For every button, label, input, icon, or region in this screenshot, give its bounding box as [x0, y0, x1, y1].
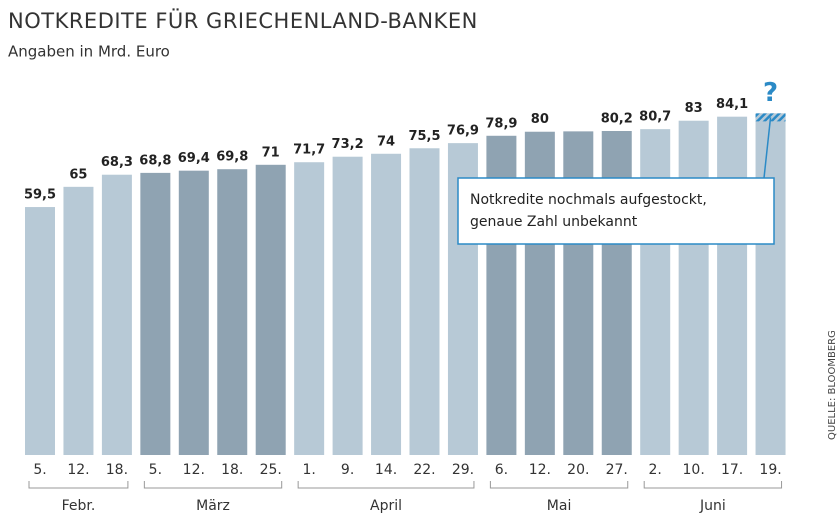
group-label: Juni: [699, 498, 726, 514]
annotation: Notkredite nochmals aufgestockt,: [470, 192, 707, 208]
annotation-box: [457, 177, 775, 245]
value-label: 73,2: [332, 137, 364, 152]
value-label: 71: [262, 145, 280, 160]
bar: [332, 156, 363, 455]
value-label: 59,5: [24, 188, 56, 203]
chart-title: NOTKREDITE FÜR GRIECHENLAND-BANKEN: [8, 8, 478, 33]
x-tick-label: 29.: [452, 462, 474, 478]
value-label: 76,9: [447, 124, 479, 139]
x-tick-label: 12.: [183, 462, 205, 478]
bar: [217, 169, 248, 455]
x-tick-label: 9.: [341, 462, 354, 478]
x-tick-label: 25.: [260, 462, 282, 478]
group-label: Febr.: [62, 498, 96, 514]
value-label: 69,4: [178, 151, 210, 166]
x-tick-label: 19.: [759, 462, 781, 478]
group-label: Mai: [547, 498, 572, 514]
annotation: genaue Zahl unbekannt: [470, 214, 638, 230]
bar: [140, 172, 171, 455]
x-tick-label: 22.: [413, 462, 435, 478]
value-label: 80,7: [639, 110, 671, 125]
x-tick-label: 12.: [529, 462, 551, 478]
group-bracket: [297, 481, 475, 489]
value-label: 84,1: [716, 97, 748, 112]
x-tick-label: 18.: [221, 462, 243, 478]
bar: [101, 174, 132, 455]
value-label: 65: [69, 167, 87, 182]
bar: [371, 153, 402, 455]
bar: [755, 113, 786, 456]
x-tick-label: 10.: [683, 462, 705, 478]
value-label: 69,8: [216, 150, 248, 165]
group-bracket: [489, 481, 629, 489]
value-label: 83: [685, 101, 703, 116]
x-tick-label: 18.: [106, 462, 128, 478]
group-label: März: [196, 498, 230, 514]
x-tick-label: 27.: [606, 462, 628, 478]
value-label: 80,2: [601, 112, 633, 127]
value-label: 74: [377, 134, 395, 149]
value-label: 75,5: [408, 129, 440, 144]
x-tick-label: 6.: [495, 462, 508, 478]
group-bracket: [643, 481, 783, 489]
bar: [717, 116, 748, 456]
source: QUELLE: BLOOMBERG: [827, 330, 838, 440]
group-bracket: [28, 481, 129, 489]
group-bracket: [143, 481, 283, 489]
x-tick-label: 5.: [33, 462, 46, 478]
x-tick-label: 20.: [567, 462, 589, 478]
value-label: 78,9: [485, 116, 517, 131]
bar: [178, 170, 209, 455]
x-tick-label: 12.: [67, 462, 89, 478]
bar: [63, 186, 94, 455]
x-tick-label: 1.: [302, 462, 315, 478]
value-label: 68,8: [139, 153, 171, 168]
x-tick-label: 17.: [721, 462, 743, 478]
x-tick-label: 14.: [375, 462, 397, 478]
x-tick-label: 5.: [149, 462, 162, 478]
chart-subtitle: Angaben in Mrd. Euro: [8, 43, 170, 61]
bar: [255, 164, 286, 456]
bar: [294, 162, 325, 455]
x-tick-label: 2.: [649, 462, 662, 478]
annotation-line: [763, 117, 772, 179]
value-label: 68,3: [101, 155, 133, 170]
bar: [678, 120, 709, 455]
bar: [25, 207, 55, 455]
value-label: ?: [763, 78, 778, 108]
bar: [409, 148, 440, 455]
value-label: 71,7: [293, 143, 325, 158]
group-label: April: [370, 498, 402, 514]
value-label: 80: [531, 112, 549, 127]
